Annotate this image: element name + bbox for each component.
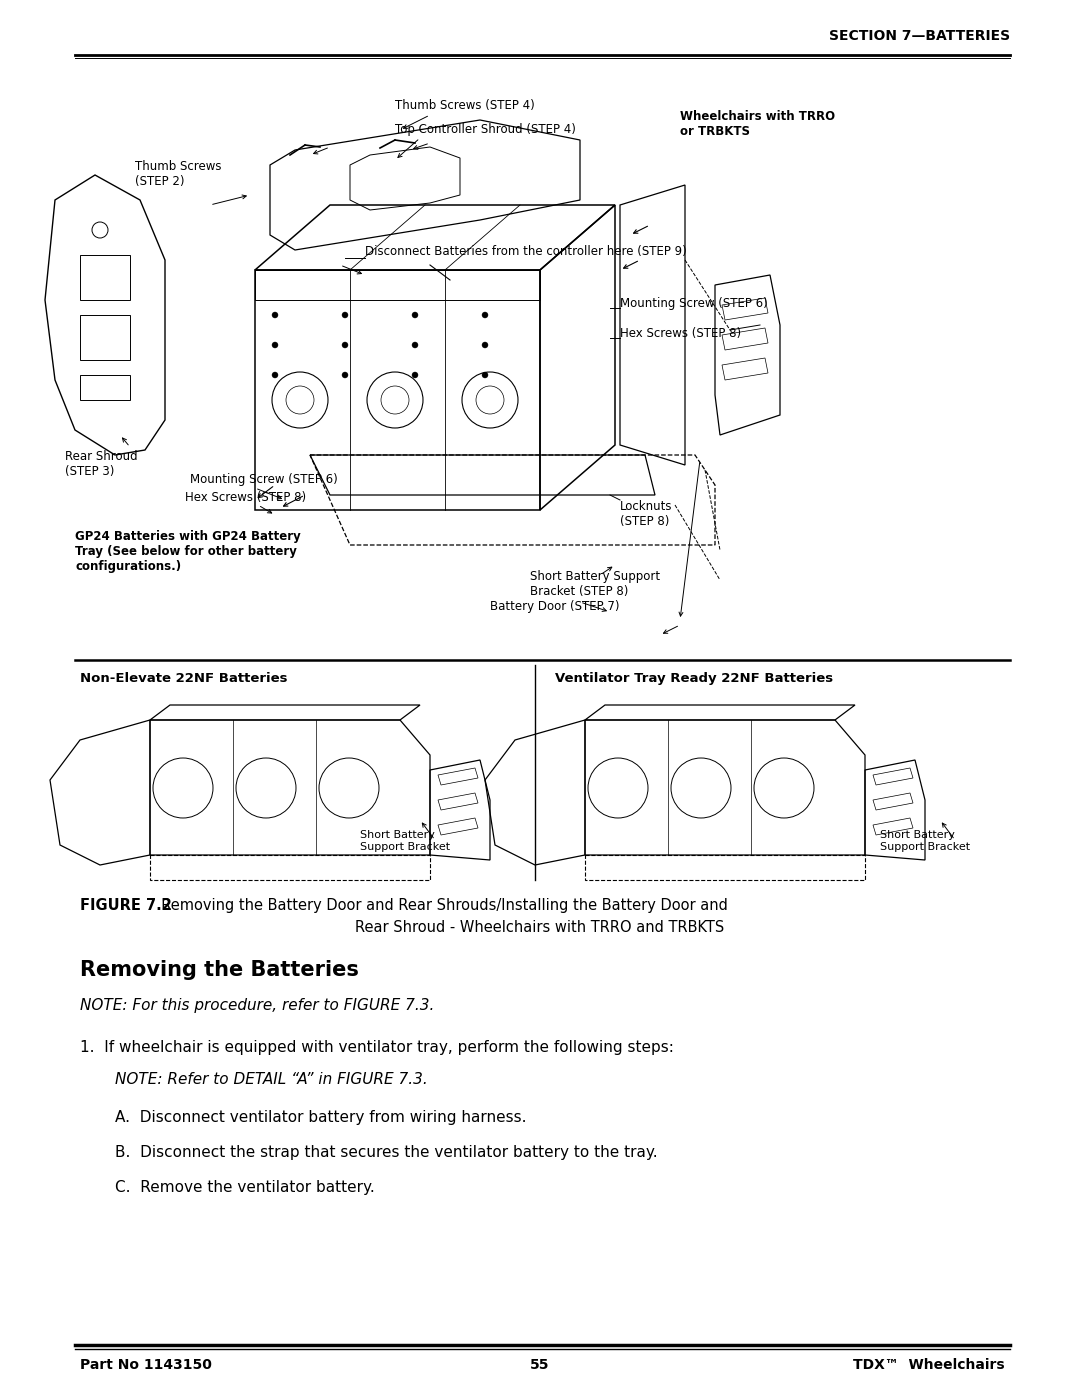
Circle shape: [482, 342, 488, 348]
Circle shape: [342, 312, 348, 319]
Circle shape: [272, 312, 278, 319]
Text: GP24 Batteries with GP24 Battery
Tray (See below for other battery
configuration: GP24 Batteries with GP24 Battery Tray (S…: [75, 529, 300, 573]
Text: Mounting Screw (STEP 6): Mounting Screw (STEP 6): [620, 298, 768, 310]
Text: Thumb Screws (STEP 4): Thumb Screws (STEP 4): [395, 99, 535, 112]
Text: SECTION 7—BATTERIES: SECTION 7—BATTERIES: [828, 29, 1010, 43]
Circle shape: [411, 312, 418, 319]
Text: Hex Screws (STEP 8): Hex Screws (STEP 8): [620, 327, 741, 339]
Text: 55: 55: [530, 1358, 550, 1372]
Text: A.  Disconnect ventilator battery from wiring harness.: A. Disconnect ventilator battery from wi…: [114, 1111, 527, 1125]
Text: Rear Shroud - Wheelchairs with TRRO and TRBKTS: Rear Shroud - Wheelchairs with TRRO and …: [355, 921, 725, 935]
Text: Top Controller Shroud (STEP 4): Top Controller Shroud (STEP 4): [395, 123, 576, 136]
Text: Short Battery Support
Bracket (STEP 8): Short Battery Support Bracket (STEP 8): [530, 570, 660, 598]
Text: Short Battery
Support Bracket: Short Battery Support Bracket: [880, 830, 970, 852]
Text: TDX™  Wheelchairs: TDX™ Wheelchairs: [853, 1358, 1005, 1372]
Text: Wheelchairs with TRRO
or TRBKTS: Wheelchairs with TRRO or TRBKTS: [680, 110, 835, 138]
Circle shape: [482, 312, 488, 319]
Text: Ventilator Tray Ready 22NF Batteries: Ventilator Tray Ready 22NF Batteries: [555, 672, 833, 685]
Text: NOTE: For this procedure, refer to FIGURE 7.3.: NOTE: For this procedure, refer to FIGUR…: [80, 997, 434, 1013]
Text: Removing the Battery Door and Rear Shrouds/Installing the Battery Door and: Removing the Battery Door and Rear Shrou…: [152, 898, 728, 914]
Text: Hex Screws (STEP 8): Hex Screws (STEP 8): [185, 490, 306, 504]
Circle shape: [342, 372, 348, 379]
Circle shape: [272, 372, 278, 379]
Text: Mounting Screw (STEP 6): Mounting Screw (STEP 6): [190, 474, 338, 486]
Text: Part No 1143150: Part No 1143150: [80, 1358, 212, 1372]
Circle shape: [342, 342, 348, 348]
Circle shape: [482, 372, 488, 379]
Text: Short Battery
Support Bracket: Short Battery Support Bracket: [360, 830, 450, 852]
Text: Disconnect Batteries from the controller here (STEP 9): Disconnect Batteries from the controller…: [365, 244, 687, 258]
Text: Thumb Screws
(STEP 2): Thumb Screws (STEP 2): [135, 161, 221, 189]
Text: C.  Remove the ventilator battery.: C. Remove the ventilator battery.: [114, 1180, 375, 1194]
Text: FIGURE 7.2: FIGURE 7.2: [80, 898, 172, 914]
Text: NOTE: Refer to DETAIL “A” in FIGURE 7.3.: NOTE: Refer to DETAIL “A” in FIGURE 7.3.: [114, 1071, 428, 1087]
Text: Locknuts
(STEP 8): Locknuts (STEP 8): [620, 500, 673, 528]
Circle shape: [411, 342, 418, 348]
Circle shape: [411, 372, 418, 379]
Text: Battery Door (STEP 7): Battery Door (STEP 7): [490, 599, 620, 613]
Text: 1.  If wheelchair is equipped with ventilator tray, perform the following steps:: 1. If wheelchair is equipped with ventil…: [80, 1039, 674, 1055]
Text: Removing the Batteries: Removing the Batteries: [80, 960, 359, 981]
Circle shape: [272, 342, 278, 348]
Text: B.  Disconnect the strap that secures the ventilator battery to the tray.: B. Disconnect the strap that secures the…: [114, 1146, 658, 1160]
Text: Non-Elevate 22NF Batteries: Non-Elevate 22NF Batteries: [80, 672, 287, 685]
Text: Rear Shroud
(STEP 3): Rear Shroud (STEP 3): [65, 450, 137, 478]
